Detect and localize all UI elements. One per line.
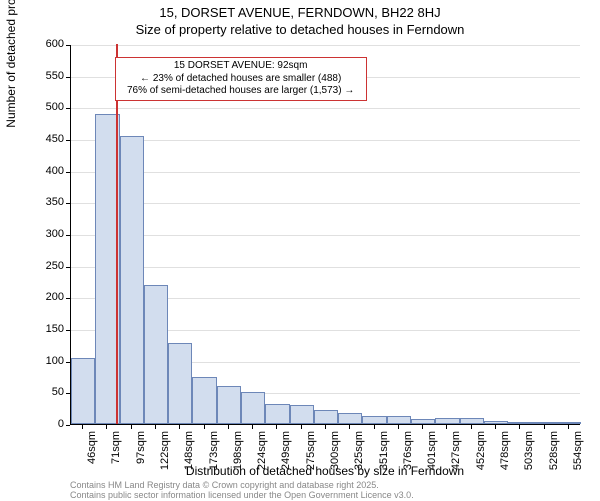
x-tick-mark bbox=[179, 425, 180, 429]
histogram-bar bbox=[557, 422, 581, 424]
x-tick-label: 554sqm bbox=[572, 431, 584, 491]
chart-title-2: Size of property relative to detached ho… bbox=[0, 22, 600, 37]
x-tick-mark bbox=[155, 425, 156, 429]
histogram-bar bbox=[144, 285, 168, 424]
x-tick-label: 401sqm bbox=[426, 431, 438, 491]
histogram-bar bbox=[508, 422, 532, 424]
x-axis-label: Distribution of detached houses by size … bbox=[70, 464, 580, 478]
histogram-bar bbox=[314, 410, 338, 424]
x-tick-label: 528sqm bbox=[548, 431, 560, 491]
x-tick-label: 427sqm bbox=[450, 431, 462, 491]
histogram-bar bbox=[411, 419, 435, 424]
histogram-bar bbox=[362, 416, 386, 424]
x-tick-mark bbox=[301, 425, 302, 429]
x-tick-mark bbox=[544, 425, 545, 429]
x-tick-mark bbox=[349, 425, 350, 429]
histogram-bar bbox=[532, 422, 556, 424]
x-tick-mark bbox=[325, 425, 326, 429]
y-tick-label: 500 bbox=[0, 101, 64, 113]
y-tick-label: 350 bbox=[0, 196, 64, 208]
footer-line-2: Contains public sector information licen… bbox=[70, 490, 414, 501]
y-tick-label: 50 bbox=[0, 386, 64, 398]
histogram-bar bbox=[71, 358, 95, 425]
y-tick-mark bbox=[66, 425, 70, 426]
x-tick-mark bbox=[228, 425, 229, 429]
histogram-bar bbox=[290, 405, 314, 424]
x-tick-label: 478sqm bbox=[499, 431, 511, 491]
histogram-bar bbox=[338, 413, 362, 424]
histogram-bar bbox=[120, 136, 144, 424]
x-tick-mark bbox=[495, 425, 496, 429]
x-tick-mark bbox=[252, 425, 253, 429]
histogram-bar bbox=[217, 386, 241, 424]
y-tick-label: 300 bbox=[0, 228, 64, 240]
histogram-bar bbox=[484, 421, 508, 424]
x-tick-mark bbox=[398, 425, 399, 429]
histogram-bar bbox=[460, 418, 484, 424]
chart-plot-area: 15 DORSET AVENUE: 92sqm ← 23% of detache… bbox=[70, 45, 580, 425]
y-tick-label: 0 bbox=[0, 418, 64, 430]
histogram-bar bbox=[387, 416, 411, 424]
annotation-line3: 76% of semi-detached houses are larger (… bbox=[120, 85, 362, 98]
x-tick-label: 376sqm bbox=[402, 431, 414, 491]
annotation-box: 15 DORSET AVENUE: 92sqm ← 23% of detache… bbox=[115, 57, 367, 101]
y-tick-label: 150 bbox=[0, 323, 64, 335]
histogram-bar bbox=[265, 404, 289, 424]
x-tick-mark bbox=[374, 425, 375, 429]
y-tick-label: 450 bbox=[0, 133, 64, 145]
x-tick-mark bbox=[568, 425, 569, 429]
x-tick-mark bbox=[422, 425, 423, 429]
histogram-bar bbox=[435, 418, 459, 424]
histogram-bar bbox=[168, 343, 192, 424]
x-tick-mark bbox=[82, 425, 83, 429]
y-tick-label: 400 bbox=[0, 165, 64, 177]
annotation-line1: 15 DORSET AVENUE: 92sqm bbox=[120, 60, 362, 73]
x-tick-mark bbox=[106, 425, 107, 429]
histogram-bar bbox=[241, 392, 265, 424]
x-tick-mark bbox=[276, 425, 277, 429]
property-marker-line bbox=[116, 44, 118, 424]
y-tick-label: 100 bbox=[0, 355, 64, 367]
histogram-bar bbox=[192, 377, 216, 425]
y-tick-label: 600 bbox=[0, 38, 64, 50]
x-tick-label: 351sqm bbox=[378, 431, 390, 491]
x-tick-mark bbox=[519, 425, 520, 429]
y-tick-label: 550 bbox=[0, 70, 64, 82]
annotation-line2: ← 23% of detached houses are smaller (48… bbox=[120, 73, 362, 86]
x-tick-mark bbox=[204, 425, 205, 429]
x-tick-label: 503sqm bbox=[523, 431, 535, 491]
x-tick-mark bbox=[131, 425, 132, 429]
x-tick-label: 452sqm bbox=[475, 431, 487, 491]
x-tick-mark bbox=[471, 425, 472, 429]
y-tick-label: 250 bbox=[0, 260, 64, 272]
x-tick-mark bbox=[446, 425, 447, 429]
y-tick-label: 200 bbox=[0, 291, 64, 303]
chart-title-1: 15, DORSET AVENUE, FERNDOWN, BH22 8HJ bbox=[0, 5, 600, 20]
